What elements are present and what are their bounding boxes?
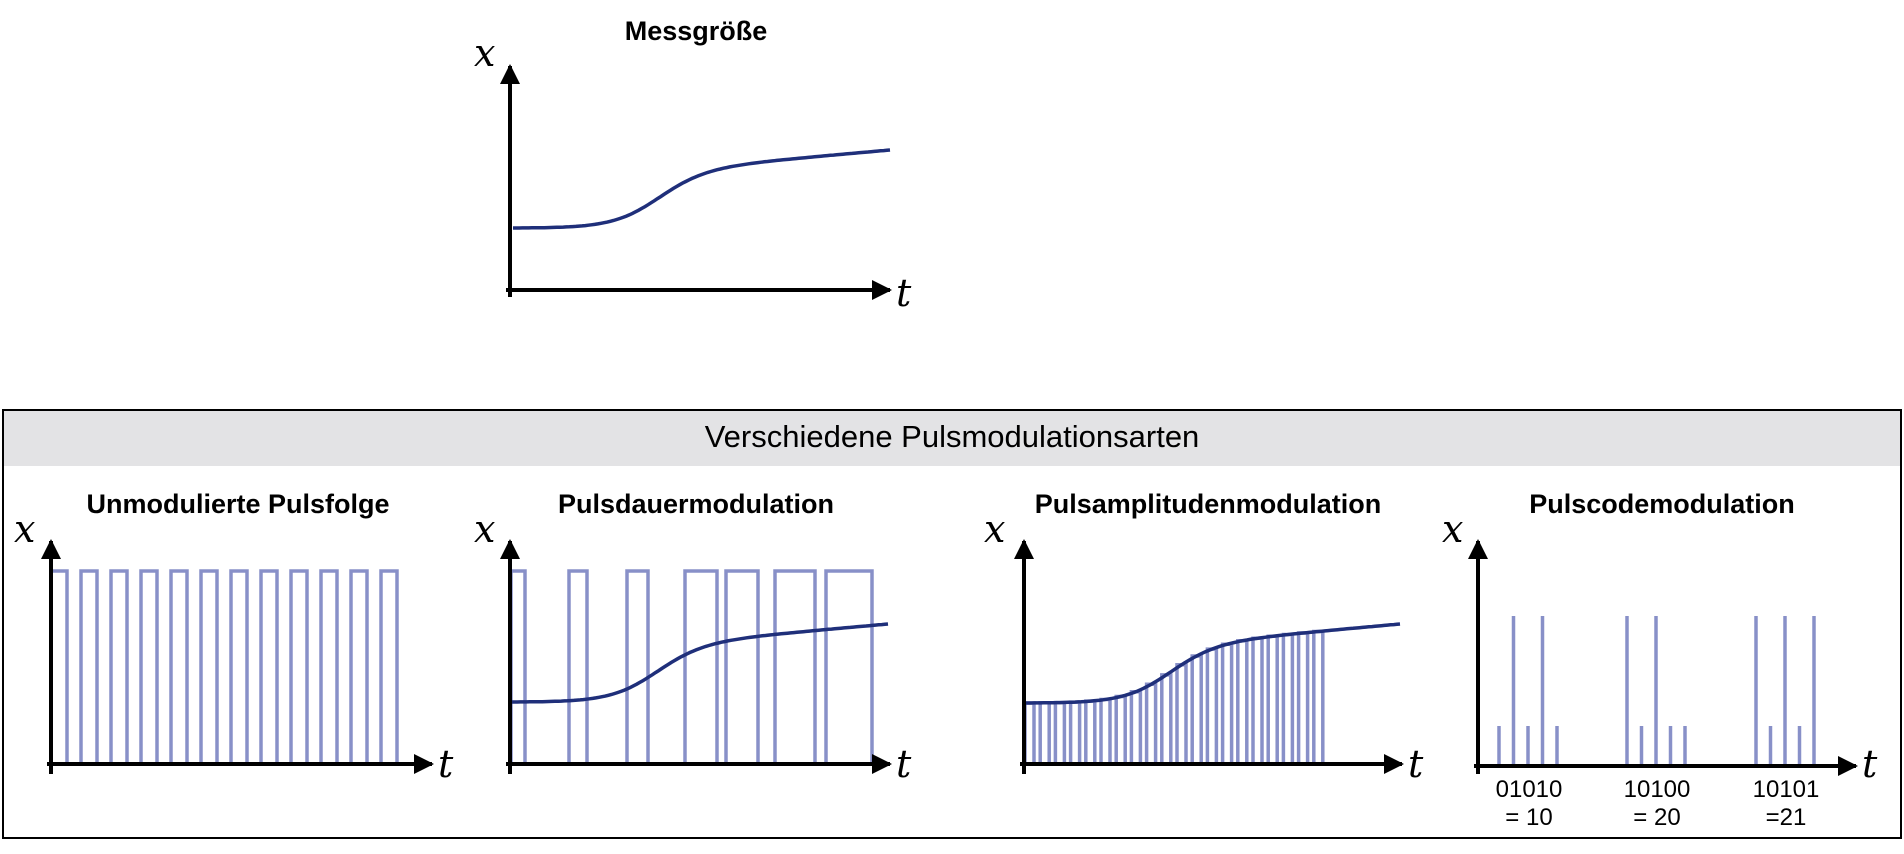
measurand-x-axis-label: t xyxy=(896,271,912,315)
measurand-curve xyxy=(513,148,891,230)
unmodulated-x-axis-label: t xyxy=(438,742,454,786)
pcm-panel: Pulscodemodulation x t 01010 = 10 10100 … xyxy=(1442,489,1878,831)
unmodulated-pulse-train xyxy=(49,569,399,764)
pam-title: Pulsamplitudenmodulation xyxy=(1035,489,1382,519)
pcm-code-bits-3: 10101 xyxy=(1753,776,1820,803)
pulse-modulation-section: Verschiedene Pulsmodulationsarten Unmodu… xyxy=(2,409,1902,839)
pam-x-axis-label: t xyxy=(1408,742,1424,786)
pam-panel: Pulsamplitudenmodulation x t xyxy=(984,489,1424,786)
pdm-signal-curve xyxy=(511,622,889,704)
pdm-title: Pulsdauermodulation xyxy=(558,489,834,519)
unmodulated-title: Unmodulierte Pulsfolge xyxy=(86,489,389,519)
pdm-pulse-train xyxy=(509,569,874,764)
pdm-y-axis-label: x xyxy=(474,507,495,551)
pdm-x-axis-label: t xyxy=(896,742,912,786)
section-header-band xyxy=(3,410,1901,466)
pcm-y-axis-label: x xyxy=(1442,507,1463,551)
pcm-x-axis-label: t xyxy=(1862,742,1878,786)
unmodulated-panel: Unmodulierte Pulsfolge x t xyxy=(14,489,454,786)
pcm-code-bits-2: 10100 xyxy=(1624,776,1691,803)
pam-y-axis-label: x xyxy=(984,507,1005,551)
pam-signal-curve xyxy=(1025,622,1401,705)
measurand-y-axis-label: x xyxy=(474,31,495,75)
pcm-code-bits-1: 01010 xyxy=(1496,776,1563,803)
pcm-pulses xyxy=(1497,616,1816,764)
measurand-title: Messgröße xyxy=(625,16,768,46)
measurand-panel: Messgröße x t xyxy=(474,16,912,315)
section-title: Verschiedene Pulsmodulationsarten xyxy=(705,419,1200,454)
section-frame xyxy=(2,409,1902,839)
pcm-title: Pulscodemodulation xyxy=(1529,489,1795,519)
pdm-panel: Pulsdauermodulation x t xyxy=(474,489,912,786)
pcm-code-value-2: = 20 xyxy=(1633,804,1680,831)
unmodulated-y-axis-label: x xyxy=(14,507,35,551)
pcm-code-value-3: =21 xyxy=(1766,804,1807,831)
pcm-code-value-1: = 10 xyxy=(1505,804,1552,831)
pam-pulse-train xyxy=(1023,629,1325,764)
